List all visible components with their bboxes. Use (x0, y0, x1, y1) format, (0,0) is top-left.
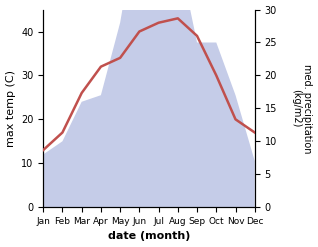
Y-axis label: max temp (C): max temp (C) (5, 70, 16, 147)
Y-axis label: med. precipitation
(kg/m2): med. precipitation (kg/m2) (291, 64, 313, 153)
X-axis label: date (month): date (month) (108, 231, 190, 242)
